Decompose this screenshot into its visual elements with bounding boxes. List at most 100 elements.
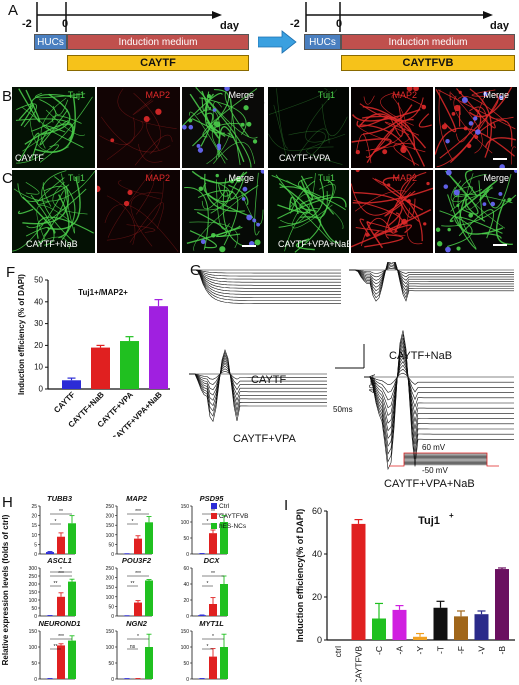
dapi-nucleus [453,189,460,196]
neurite-fiber [26,188,87,229]
x-tick-label: -V [477,646,487,655]
y-tick-label: 250 [106,566,115,572]
neurite-fiber [273,104,288,161]
cell-body [468,213,474,218]
neurite-fiber [99,117,136,145]
neurite-fiber [394,212,401,234]
micrograph-e-map2: MAP2 [351,170,433,253]
legend-swatch [211,523,217,529]
cell-body [235,176,242,183]
current-trace [189,354,327,412]
neurite-fiber [17,208,34,215]
neurite-fiber [134,134,173,166]
chart-i: 0 20 40 60 Induction efficiency(% of DAPI) Tu… [295,506,515,682]
y-tick-label: 20 [34,341,43,350]
neurite-fiber [135,177,155,215]
current-trace [349,262,514,299]
bar [57,645,65,679]
condition-e: CAYTF+VPA+NaB [278,239,349,249]
neurite-fiber [189,93,220,139]
neurite-fiber [22,185,69,225]
neurite-fiber [290,180,316,214]
bar [46,552,54,554]
bar [134,602,142,616]
neurite-fiber [299,175,314,201]
cell-body [387,183,391,187]
cell-body [355,170,360,173]
x-tick-label: -F [456,646,466,654]
neurite-fiber [126,224,156,233]
x-tick-label: -B [497,646,507,655]
current-trace [364,356,514,416]
current-trace [191,269,341,304]
y-tick-label: 0 [39,385,44,394]
cell-body [355,149,360,155]
tl-right-cocktail: CAYTFVB [341,55,515,71]
gene-title: ASCL1 [46,556,72,565]
cell-body [143,116,150,123]
cell-body [155,108,162,115]
label-merge: Merge [483,173,509,183]
neurite-fiber [24,123,74,145]
cell-body [246,121,252,127]
condition-d: CAYTF+VPA [279,153,331,163]
neurite-fiber [277,196,347,220]
current-trace [189,365,327,391]
protocol-outline [389,452,499,467]
y-tick-label: 40 [183,582,189,588]
neurite-fiber [359,218,371,237]
neurite-fiber [288,130,326,156]
y-tick-label: 0 [34,677,37,683]
y-tick-label: 20 [31,514,37,520]
legend-swatch [211,513,217,519]
bar [454,616,468,640]
y-tick-label: 10 [34,363,43,372]
label-merge: Merge [483,90,509,100]
neurite-fiber [207,177,245,203]
neurite-fiber [406,207,423,245]
dapi-nucleus [473,116,478,121]
tl-left-cocktail: CAYTF [67,55,249,71]
neurite-fiber [437,89,516,130]
panel-label-f: F [6,264,16,281]
bar [351,523,366,640]
dapi-nucleus [498,95,504,100]
neurite-fiber [202,88,258,138]
neurite-fiber [133,92,161,155]
sig-marker: * [212,634,214,640]
current-trace [364,330,514,471]
dapi-nucleus [197,147,204,153]
neurite-fiber [54,176,76,241]
neurite-fiber [197,189,239,246]
y-tick-label: 50 [108,604,114,610]
protocol-bottom-label: -50 mV [422,466,448,475]
neurite-fiber [359,97,424,122]
y-tick-label: 0 [111,614,114,620]
y-tick-label: 250 [29,574,38,580]
bar [413,636,427,640]
dapi-nucleus [498,191,503,196]
y-tick-label: 150 [106,629,115,635]
micrograph-d-tuj1: Tuj1 CAYTF+VPA [268,87,349,168]
label-map2: MAP2 [392,173,417,183]
gene-title: NGN2 [126,619,148,628]
neurite-fiber [191,118,235,139]
panel-label-h: H [2,494,13,511]
neurite-fiber [479,185,492,201]
dapi-nucleus [242,186,248,192]
gene-title: TUBB3 [47,495,73,503]
neurite-fiber [132,99,154,116]
micrograph-c-tuj1: Tuj1 CAYTF+NaB [12,170,95,253]
neurite-fiber [117,88,177,129]
timeline-right-axis [305,2,493,32]
gene-title: MAP2 [126,495,148,503]
bar [62,380,81,389]
neurite-fiber [306,146,343,165]
bar [91,347,110,389]
bar [474,614,489,640]
current-trace [191,269,341,289]
neurite-fiber [436,94,502,168]
neurite-fiber [206,98,233,165]
neurite-fiber [469,106,488,137]
neurite-fiber [17,183,70,202]
